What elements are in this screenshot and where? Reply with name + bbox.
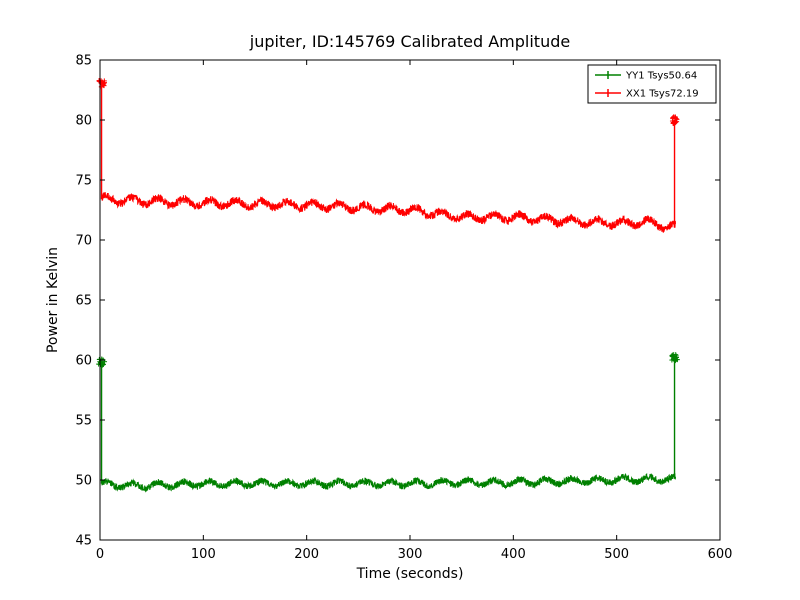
x-tick-label: 500 — [604, 547, 629, 562]
y-tick-label: 45 — [75, 534, 92, 549]
data-layer — [96, 78, 680, 493]
y-tick-label: 70 — [75, 234, 92, 249]
axes-layer: jupiter, ID:145769 Calibrated Amplitude … — [45, 32, 732, 582]
y-tick-label: 75 — [75, 174, 92, 189]
chart-title: jupiter, ID:145769 Calibrated Amplitude — [249, 32, 570, 51]
y-tick-label: 50 — [75, 474, 92, 489]
y-tick-label: 80 — [75, 114, 92, 129]
y-tick-label: 60 — [75, 354, 92, 369]
y-tick-label: 85 — [75, 54, 92, 69]
x-tick-label: 400 — [501, 547, 526, 562]
x-tick-label: 100 — [191, 547, 216, 562]
y-tick-label: 55 — [75, 414, 92, 429]
series-trace — [101, 191, 676, 233]
plot-frame — [99, 59, 721, 541]
legend-label: YY1 Tsys50.64 — [625, 71, 697, 82]
legend: YY1 Tsys50.64 XX1 Tsys72.19 — [587, 64, 717, 104]
x-tick-label: 0 — [96, 547, 104, 562]
legend-box — [587, 64, 717, 104]
x-tick-label: 200 — [294, 547, 319, 562]
series-trace — [101, 472, 676, 493]
x-axis-label: Time (seconds) — [356, 566, 464, 582]
legend-label: XX1 Tsys72.19 — [626, 89, 699, 100]
y-tick-label: 65 — [75, 294, 92, 309]
x-tick-label: 600 — [708, 547, 733, 562]
x-tick-label: 300 — [398, 547, 423, 562]
y-axis-label: Power in Kelvin — [45, 247, 61, 353]
